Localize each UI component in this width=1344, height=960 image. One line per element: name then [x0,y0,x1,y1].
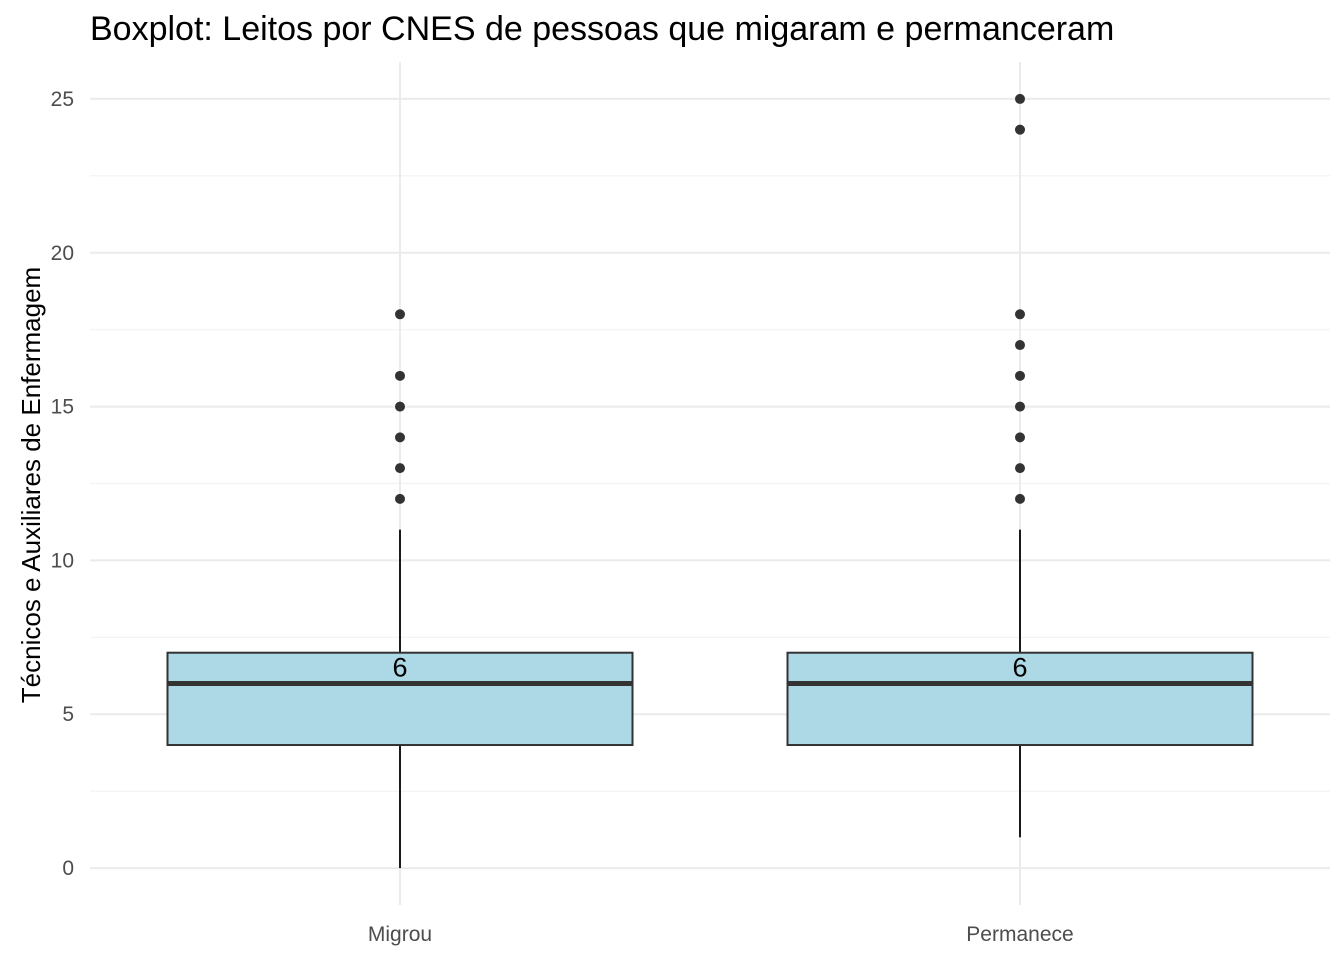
outlier-point [395,493,405,504]
outlier-point [1015,340,1025,351]
x-tick-labels: Migrou Permanece [368,923,1074,946]
outlier-point [395,309,405,320]
outlier-point [395,463,405,474]
outlier-point [1015,309,1025,320]
y-tick-label: 5 [62,703,74,726]
outlier-point [1015,432,1025,443]
median-label: 6 [1012,652,1027,682]
y-tick-label: 0 [62,857,74,880]
outlier-point [1015,124,1025,135]
y-tick-label: 10 [51,549,74,572]
median-label: 6 [392,652,407,682]
box-permanece: 6 [786,93,1254,838]
box-migrou: 6 [166,309,634,869]
chart-title: Boxplot: Leitos por CNES de pessoas que … [90,10,1114,48]
y-tick-labels: 0 5 10 15 20 25 [51,88,74,880]
x-tick-label: Migrou [368,923,432,946]
grid [90,62,1330,905]
outlier-point [395,370,405,381]
outlier-point [1015,401,1025,412]
outlier-point [1015,463,1025,474]
outlier-point [1015,93,1025,104]
outlier-point [395,432,405,443]
y-tick-label: 20 [51,242,74,265]
y-tick-label: 25 [51,88,74,111]
outlier-point [1015,493,1025,504]
outlier-point [1015,370,1025,381]
y-tick-label: 15 [51,396,74,419]
y-axis-label: Técnicos e Auxiliares de Enfermagem [16,267,46,703]
x-tick-label: Permanece [966,923,1073,946]
iqr-box [786,651,1254,747]
iqr-box [166,651,634,747]
outlier-point [395,401,405,412]
